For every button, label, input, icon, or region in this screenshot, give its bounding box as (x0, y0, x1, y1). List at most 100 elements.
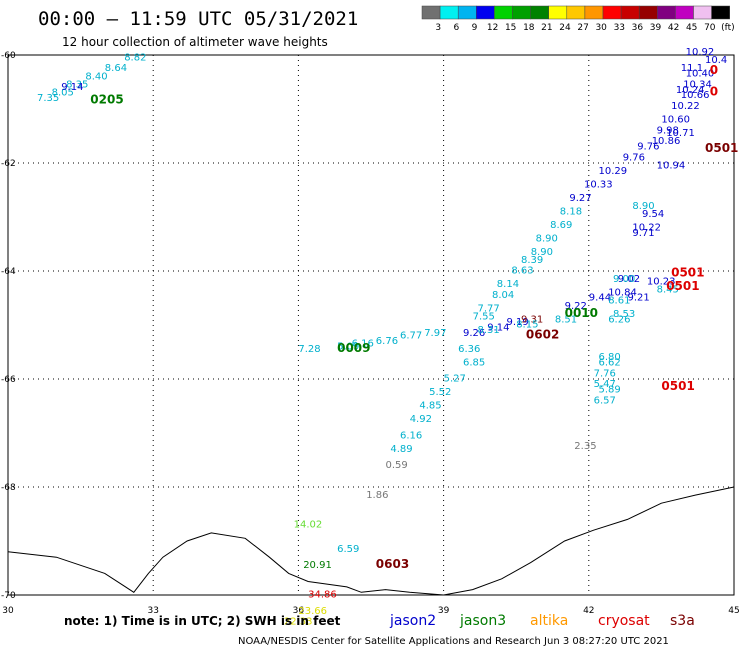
wave-height-value: 10.34 (683, 79, 712, 90)
footer-note: note: 1) Time is in UTC; 2) SWH is in fe… (64, 614, 341, 628)
wave-height-value: 6.57 (594, 395, 616, 406)
map-frame (7, 54, 735, 596)
colorbar-swatch (584, 5, 604, 20)
wave-height-value: 8.69 (550, 220, 572, 231)
wave-height-value: 34.86 (308, 590, 337, 601)
colorbar-swatch (494, 5, 513, 20)
y-tick-label: -68 (1, 483, 16, 493)
colorbar-swatch (620, 5, 640, 20)
pass-time-label: 0009 (337, 341, 370, 355)
wave-height-value: 7.35 (37, 93, 59, 104)
wave-height-value: 9.76 (623, 152, 645, 163)
wave-height-value: 6.26 (608, 314, 630, 325)
wave-height-value: 8.05 (52, 88, 74, 99)
wave-height-value: 10.71 (666, 128, 695, 139)
wave-height-value: 8.63 (511, 266, 533, 277)
colorbar-swatch (675, 5, 694, 20)
wave-height-value: 20.91 (303, 560, 332, 571)
colorbar-label: 39 (650, 23, 662, 33)
wave-height-value: 4.89 (390, 444, 412, 455)
wave-height-value: 8.04 (492, 290, 514, 301)
wave-height-value: 8.61 (608, 295, 630, 306)
wave-height-value: 14.02 (294, 520, 323, 531)
wave-height-value: 10.84 (608, 287, 637, 298)
lat-lon-grid (8, 55, 734, 595)
wave-height-value: 9.27 (569, 193, 591, 204)
wave-height-value: 8.90 (531, 247, 553, 258)
wave-height-value: 8.14 (497, 279, 519, 290)
wave-height-value: 10.23 (647, 277, 676, 288)
wave-height-value: 8.64 (105, 63, 127, 74)
colorbar-swatch (476, 5, 495, 20)
colorbar-label: 33 (614, 23, 625, 33)
satellite-legend-jason3: jason3 (459, 613, 506, 629)
color-scale-legend: 3 6 9 12 15 18 21 24 27 30 33 36 39 42 45 70 (ft) (421, 5, 735, 33)
wave-height-value: 1.86 (366, 490, 388, 501)
footer-credit: NOAA/NESDIS Center for Satellite Applica… (238, 636, 669, 647)
wave-height-value: 10.66 (681, 90, 710, 101)
wave-height-value: 10.4 (705, 55, 727, 66)
wave-height-value: 6.59 (337, 544, 359, 555)
wave-height-value: 9.44 (589, 293, 611, 304)
map-subtitle: 12 hour collection of altimeter wave hei… (62, 35, 328, 49)
colorbar-label: (ft) (721, 23, 735, 33)
colorbar-label: 3 (435, 23, 441, 33)
wave-height-value: 9.76 (637, 142, 659, 153)
colorbar-label: 18 (523, 23, 535, 33)
wave-height-value: 9.19 (507, 317, 529, 328)
pass-time-label: 0010 (565, 306, 598, 320)
wave-height-value: 9.71 (632, 228, 654, 239)
y-tick-label: -60 (1, 51, 16, 61)
wave-height-value: 9.98 (657, 125, 679, 136)
wave-height-value: 10.29 (599, 166, 628, 177)
x-tick-label: 39 (438, 606, 450, 616)
colorbar-label: 15 (505, 23, 516, 33)
wave-height-value: 6.77 (400, 331, 422, 342)
wave-height-value: 4.85 (419, 401, 441, 412)
pass-time-label: 0 (710, 85, 718, 99)
wave-height-value: 5.47 (594, 379, 616, 390)
y-tick-label: -70 (1, 591, 16, 601)
wave-height-value: 8.15 (516, 320, 538, 331)
wave-height-value: 6.16 (352, 339, 374, 350)
x-tick-label: 42 (583, 606, 594, 616)
colorbar-label: 9 (472, 23, 478, 33)
wave-height-value: 9.26 (463, 328, 485, 339)
colorbar-swatch (566, 5, 586, 20)
wave-height-value: 9.54 (642, 209, 664, 220)
wave-height-value: 9.00 (613, 274, 635, 285)
colorbar-swatch (638, 5, 658, 20)
pass-time-label: 0205 (90, 93, 123, 107)
wave-height-points: 7.358.058.358.408.648.82 9.14 10.9210.411.… (37, 47, 727, 628)
colorbar-label: 42 (668, 23, 679, 33)
wave-height-value: 10.86 (652, 136, 681, 147)
wave-height-value: 9.22 (565, 301, 587, 312)
wave-height-value: 8.51 (555, 314, 577, 325)
wave-height-value: 11.1 (681, 63, 703, 74)
wave-height-value: 22.33 (284, 617, 313, 628)
pass-time-label: 0501 (666, 279, 699, 293)
wave-height-value: 7.28 (298, 344, 320, 355)
satellite-legend-cryosat: cryosat (598, 613, 650, 629)
x-tick-label: 45 (728, 606, 739, 616)
wave-height-value: 7.97 (424, 328, 446, 339)
wave-height-value: 6.62 (599, 358, 621, 369)
y-tick-label: -62 (1, 159, 16, 169)
colorbar-swatch (693, 5, 712, 20)
wave-height-value: 8.18 (560, 206, 582, 217)
colorbar-label: 21 (541, 23, 552, 33)
wave-height-value: 10.40 (686, 69, 715, 80)
wave-height-value: 9.21 (628, 293, 650, 304)
wave-height-value: 10.33 (584, 179, 613, 190)
colorbar-label: 36 (632, 23, 644, 33)
satellite-legend-altika: altika (530, 613, 568, 629)
wave-height-value: 8.82 (124, 52, 146, 63)
wave-height-value: 8.39 (521, 255, 543, 266)
map-title: 00:00 – 11:59 UTC 05/31/2021 (38, 8, 358, 30)
wave-height-value: 6.76 (376, 336, 398, 347)
wave-height-value: 7.76 (594, 368, 616, 379)
colorbar-swatch (711, 5, 730, 20)
wave-height-value: 9.14 (61, 82, 83, 93)
